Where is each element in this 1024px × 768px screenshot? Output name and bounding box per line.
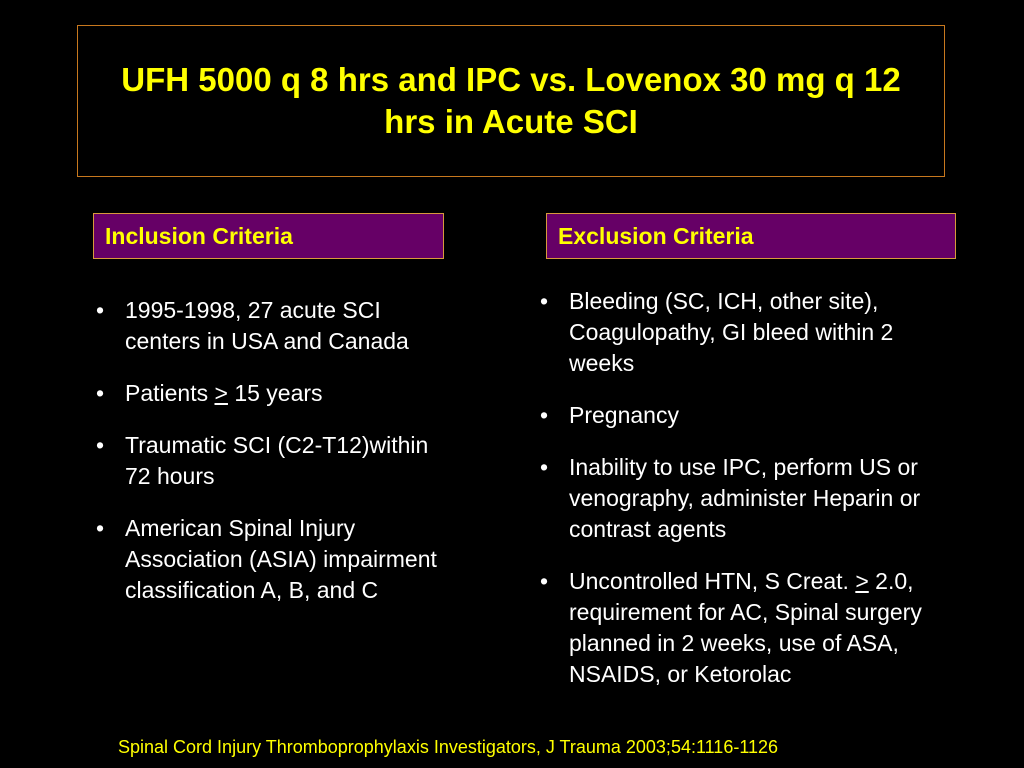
bullet-icon: • <box>95 380 105 406</box>
inclusion-item-text: American Spinal Injury Association (ASIA… <box>125 515 437 603</box>
list-item: • Traumatic SCI (C2-T12)within 72 hours <box>90 430 450 492</box>
bullet-icon: • <box>95 515 105 541</box>
exclusion-item-text: Inability to use IPC, perform US or veno… <box>569 454 921 542</box>
exclusion-item-text-post: 2.0, requirement for AC, Spinal surgery … <box>569 568 922 687</box>
bullet-icon: • <box>539 454 549 480</box>
inclusion-item-text: 1995-1998, 27 acute SCI centers in USA a… <box>125 297 409 354</box>
inclusion-item-text-pre: Patients <box>125 380 215 406</box>
slide-title: UFH 5000 q 8 hrs and IPC vs. Lovenox 30 … <box>121 61 901 140</box>
list-item: • 1995-1998, 27 acute SCI centers in USA… <box>90 295 450 357</box>
exclusion-item-text: Bleeding (SC, ICH, other site), Coagulop… <box>569 288 894 376</box>
list-item: • Inability to use IPC, perform US or ve… <box>534 452 964 545</box>
title-box: UFH 5000 q 8 hrs and IPC vs. Lovenox 30 … <box>77 25 945 177</box>
exclusion-item-text: Pregnancy <box>569 402 679 428</box>
exclusion-criteria-list: • Bleeding (SC, ICH, other site), Coagul… <box>534 286 964 711</box>
bullet-icon: • <box>539 288 549 314</box>
citation-footer: Spinal Cord Injury Thromboprophylaxis In… <box>118 737 779 757</box>
bullet-icon: • <box>95 432 105 458</box>
list-item: • American Spinal Injury Association (AS… <box>90 513 450 606</box>
inclusion-item-text: Traumatic SCI (C2-T12)within 72 hours <box>125 432 429 489</box>
inclusion-item-text-post: 15 years <box>227 380 323 406</box>
bullet-icon: • <box>539 402 549 428</box>
inclusion-item-text: Patients > 15 years <box>125 380 323 406</box>
inclusion-criteria-list: • 1995-1998, 27 acute SCI centers in USA… <box>90 295 450 627</box>
list-item: • Uncontrolled HTN, S Creat. > 2.0, requ… <box>534 566 964 690</box>
list-item: • Patients > 15 years <box>90 378 450 409</box>
list-item: • Bleeding (SC, ICH, other site), Coagul… <box>534 286 964 379</box>
exclusion-criteria-header: Exclusion Criteria <box>546 213 956 259</box>
greater-or-equal-symbol: > <box>214 380 228 406</box>
list-item: • Pregnancy <box>534 400 964 431</box>
bullet-icon: • <box>539 568 549 594</box>
exclusion-item-text-pre: Uncontrolled HTN, S Creat. <box>569 568 856 594</box>
bullet-icon: • <box>95 297 105 323</box>
inclusion-criteria-header: Inclusion Criteria <box>93 213 444 259</box>
greater-or-equal-symbol: > <box>855 568 869 594</box>
exclusion-item-text: Uncontrolled HTN, S Creat. > 2.0, requir… <box>569 568 922 687</box>
